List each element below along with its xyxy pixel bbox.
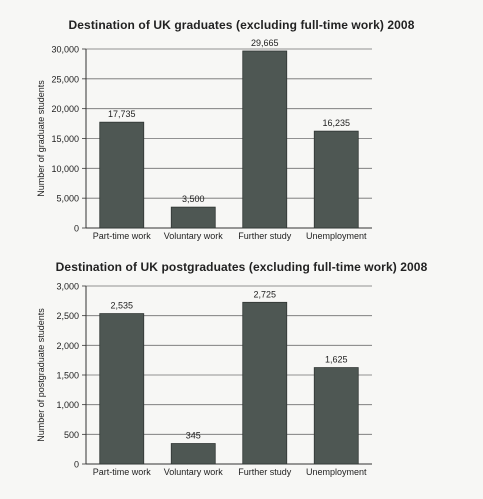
data-label: 3,500: [182, 194, 205, 204]
bar: [313, 130, 359, 229]
x-tick-label: Part-time work: [93, 467, 152, 477]
x-tick-label: Unemployment: [306, 231, 367, 241]
x-tick-label: Unemployment: [306, 467, 367, 477]
x-tick-label: Further study: [238, 231, 292, 241]
data-label: 2,725: [253, 289, 276, 299]
bar: [99, 121, 145, 229]
data-label: 17,735: [108, 109, 136, 119]
bar: [170, 206, 216, 229]
x-tick-label: Voluntary work: [164, 467, 224, 477]
data-label: 2,535: [110, 301, 133, 311]
bar: [313, 367, 359, 465]
x-tick-label: Further study: [238, 467, 292, 477]
bar: [242, 50, 288, 229]
chart-title: Destination of UK postgraduates (excludi…: [55, 260, 428, 274]
chart-graduates-plot: 0 5,000 10,000 15,000 20,000 25,000 30,000 Numb…: [36, 38, 372, 241]
y-tick-label: 1,000: [56, 400, 79, 410]
y-tick-label: 1,500: [56, 371, 79, 381]
y-tick-label: 10,000: [51, 164, 79, 174]
data-label: 16,235: [322, 118, 350, 128]
bar: [99, 313, 145, 465]
bar: [170, 443, 216, 465]
x-tick-label: Voluntary work: [164, 231, 224, 241]
y-axis-label: Number of postgraduate students: [36, 308, 46, 442]
x-tick-label: Part-time work: [93, 231, 152, 241]
y-tick-label: 0: [74, 460, 79, 470]
data-label: 1,625: [325, 355, 348, 365]
y-tick-label: 0: [74, 224, 79, 234]
data-label: 345: [186, 431, 201, 441]
bar: [242, 301, 288, 465]
y-tick-label: 2,000: [56, 341, 79, 351]
data-label: 29,665: [251, 38, 279, 48]
y-axis-label: Number of graduate students: [36, 80, 46, 197]
y-tick-label: 3,000: [56, 282, 79, 292]
y-tick-label: 25,000: [51, 74, 79, 84]
y-tick-label: 15,000: [51, 134, 79, 144]
y-tick-label: 500: [64, 430, 79, 440]
y-tick-label: 5,000: [56, 194, 79, 204]
y-tick-label: 20,000: [51, 104, 79, 114]
y-tick-label: 30,000: [51, 45, 79, 55]
y-tick-label: 2,500: [56, 311, 79, 321]
chart-title: Destination of UK graduates (excluding f…: [68, 18, 415, 32]
